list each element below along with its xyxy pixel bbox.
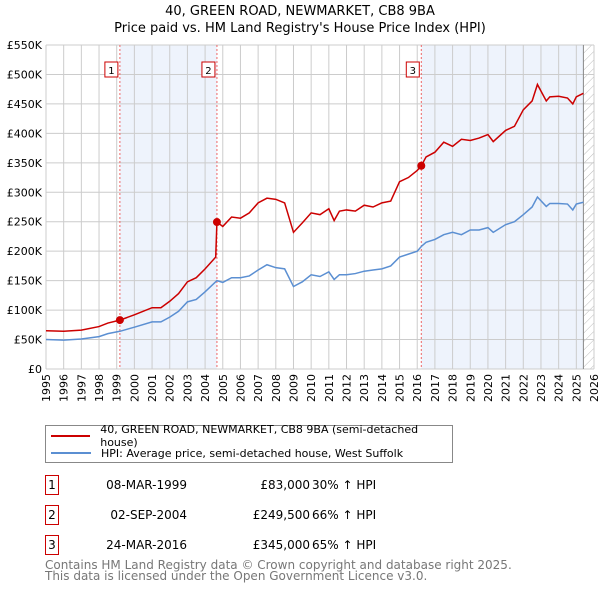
y-tick-label: £200K — [7, 245, 43, 258]
y-tick-label: £300K — [7, 186, 43, 199]
x-tick-label: 2002 — [164, 374, 177, 402]
price-chart: 1995 1996 1997 1998 1999 2000 2001 2002 2003 2004… — [7, 39, 600, 402]
forecast-hatch — [583, 45, 594, 369]
sale-row: 2 02-SEP-2004 £249,500 66% ↑ HPI — [45, 505, 465, 525]
x-tick-label: 2026 — [588, 374, 600, 402]
y-tick-label: £150K — [7, 275, 43, 288]
chart-title: 40, GREEN ROAD, NEWMARKET, CB8 9BA — [165, 4, 435, 19]
sale-label-box — [201, 61, 216, 78]
shaded-region — [421, 45, 584, 369]
y-tick-label: £400K — [7, 127, 43, 140]
sale-point — [417, 161, 426, 170]
sale-point — [115, 316, 124, 325]
sale-hpi: 66% ↑ HPI — [312, 508, 377, 522]
x-tick-label: 2021 — [500, 374, 513, 402]
footer: Contains HM Land Registry data © Crown c… — [45, 558, 512, 583]
x-tick-label: 2023 — [535, 374, 548, 402]
y-tick-label: £250K — [7, 216, 43, 229]
x-tick-label: 2011 — [323, 374, 336, 402]
shaded-region — [119, 45, 217, 369]
sale-date: 08-MAR-1999 — [106, 478, 187, 492]
x-tick-label: 2018 — [447, 374, 460, 402]
footer-line: This data is licensed under the Open Gov… — [45, 569, 428, 583]
x-tick-label: 2019 — [464, 374, 477, 402]
x-tick-label: 2008 — [270, 374, 283, 402]
footer-line: Contains HM Land Registry data © Crown c… — [45, 558, 512, 572]
x-tick-label: 2017 — [429, 374, 442, 402]
y-tick-label: £100K — [7, 304, 43, 317]
sale-row: 1 08-MAR-1999 £83,000 30% ↑ HPI — [45, 475, 465, 495]
sale-row: 3 24-MAR-2016 £345,000 65% ↑ HPI — [45, 535, 465, 555]
sale-point — [212, 218, 221, 227]
x-tick-label: 2001 — [146, 374, 159, 402]
y-tick-label: £350K — [7, 157, 43, 170]
sale-price: £345,000 — [252, 538, 310, 552]
series-line — [45, 82, 584, 333]
sale-marker-label: 1 — [45, 475, 59, 495]
x-tick-label: 2006 — [234, 374, 247, 402]
sale-label: 3 — [410, 66, 416, 77]
sale-date: 02-SEP-2004 — [110, 508, 187, 522]
legend-item-property: 40, GREEN ROAD, NEWMARKET, CB8 9BA (semi… — [51, 423, 452, 449]
sale-hpi: 65% ↑ HPI — [312, 538, 377, 552]
sale-hpi: 30% ↑ HPI — [312, 478, 377, 492]
chart-subtitle: Price paid vs. HM Land Registry's House … — [114, 21, 486, 36]
x-tick-label: 2010 — [305, 374, 318, 402]
x-tick-label: 2016 — [411, 374, 424, 402]
x-tick-label: 2015 — [394, 374, 407, 402]
x-tick-label: 1996 — [58, 374, 71, 402]
sale-label: 1 — [108, 66, 114, 77]
sale-price: £249,500 — [252, 508, 310, 522]
legend-line-red — [51, 435, 91, 437]
legend-label: HPI: Average price, semi-detached house,… — [101, 446, 404, 460]
x-tick-label: 2022 — [517, 374, 530, 402]
legend-line-blue — [51, 452, 91, 454]
series-line — [45, 195, 584, 341]
sale-marker-label: 3 — [45, 535, 59, 555]
x-tick-label: 1998 — [93, 374, 106, 402]
x-tick-label: 2007 — [252, 374, 265, 402]
x-tick-label: 1999 — [111, 374, 124, 402]
x-tick-label: 1995 — [40, 374, 53, 402]
legend: 40, GREEN ROAD, NEWMARKET, CB8 9BA (semi… — [45, 423, 453, 463]
legend-item-hpi: HPI: Average price, semi-detached house,… — [51, 445, 403, 461]
y-tick-label: £50K — [14, 334, 43, 347]
sale-marker-label: 2 — [45, 505, 59, 525]
y-tick-label: £450K — [7, 98, 43, 111]
x-tick-label: 2005 — [217, 374, 230, 402]
y-tick-label: £550K — [7, 39, 43, 52]
x-tick-label: 1997 — [75, 374, 88, 402]
sale-label-box — [104, 61, 119, 78]
sale-date: 24-MAR-2016 — [106, 538, 187, 552]
sale-price: £83,000 — [260, 478, 310, 492]
x-tick-label: 2012 — [341, 374, 354, 402]
x-tick-label: 2000 — [128, 374, 141, 402]
x-tick-label: 2025 — [570, 374, 583, 402]
sale-label-box — [405, 61, 420, 78]
x-tick-label: 2004 — [199, 374, 212, 402]
legend-label: 40, GREEN ROAD, NEWMARKET, CB8 9BA (semi… — [100, 423, 419, 449]
x-tick-label: 2009 — [287, 374, 300, 402]
x-tick-label: 2020 — [482, 374, 495, 402]
x-tick-label: 2013 — [358, 374, 371, 402]
x-tick-label: 2003 — [181, 374, 194, 402]
y-tick-label: £500K — [7, 68, 43, 81]
x-tick-label: 2014 — [376, 374, 389, 402]
sale-label: 2 — [205, 66, 211, 77]
y-tick-label: £0 — [28, 363, 42, 376]
x-tick-label: 2024 — [553, 374, 566, 402]
